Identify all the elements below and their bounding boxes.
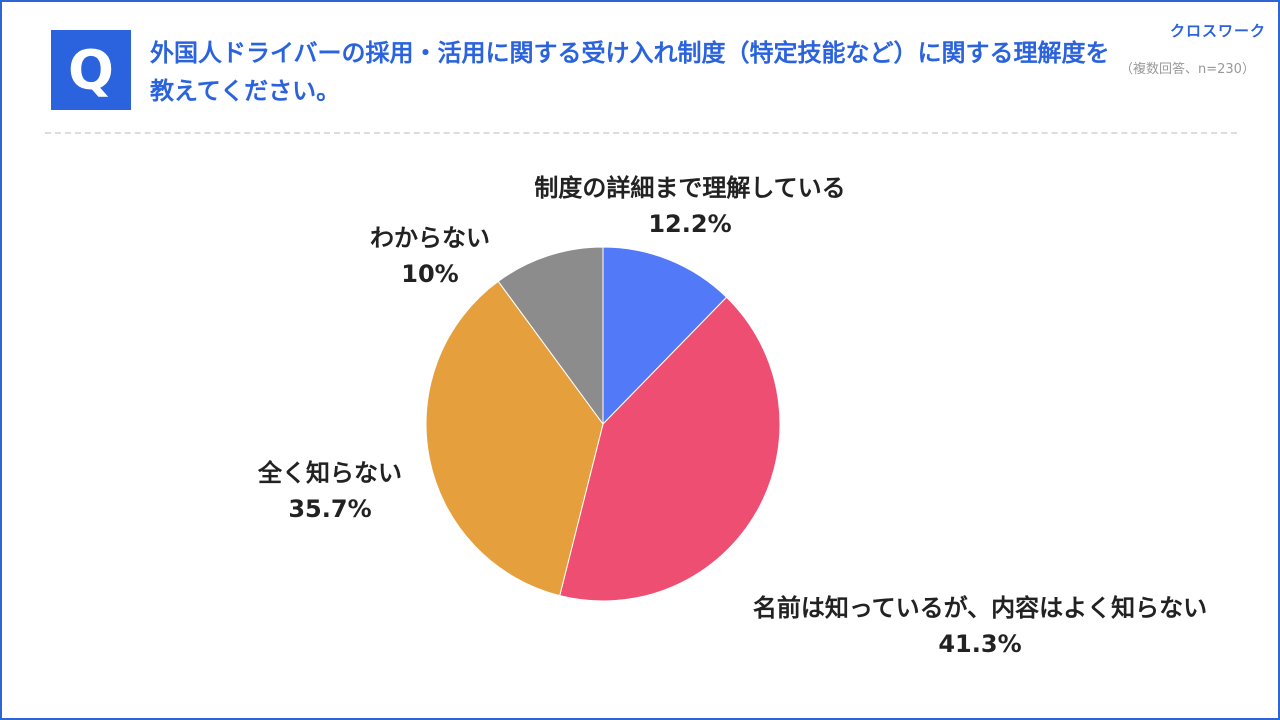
slice-value: 12.2% — [648, 210, 732, 238]
slice-value: 10% — [401, 260, 459, 288]
slice-label-name-only: 名前は知っているが、内容はよく知らない 41.3% — [680, 590, 1280, 662]
slice-name: 名前は知っているが、内容はよく知らない — [752, 594, 1208, 622]
slice-label-not-at-all: 全く知らない 35.7% — [225, 455, 435, 527]
slice-name: 制度の詳細まで理解している — [534, 174, 846, 202]
slice-value: 41.3% — [938, 630, 1022, 658]
brand-logo: クロスワーク — [1170, 22, 1267, 40]
question-badge: Q — [51, 30, 131, 110]
slice-value: 35.7% — [288, 495, 372, 523]
divider — [45, 132, 1237, 134]
slice-name: わからない — [370, 224, 490, 252]
pie-slice-unknown — [497, 246, 604, 426]
question-text: 外国人ドライバーの採用・活用に関する受け入れ制度（特定技能など）に関する理解度を… — [150, 39, 1110, 105]
sample-note: （複数回答、n=230） — [1120, 62, 1255, 77]
slice-label-detailed: 制度の詳細まで理解している 12.2% — [480, 170, 900, 242]
slice-label-unknown: わからない 10% — [345, 220, 515, 292]
slice-name: 全く知らない — [258, 459, 402, 487]
pie-slice-detailed — [602, 246, 728, 426]
pie-slice-name-only — [559, 296, 781, 602]
pie-slice-not-at-all — [425, 280, 604, 597]
